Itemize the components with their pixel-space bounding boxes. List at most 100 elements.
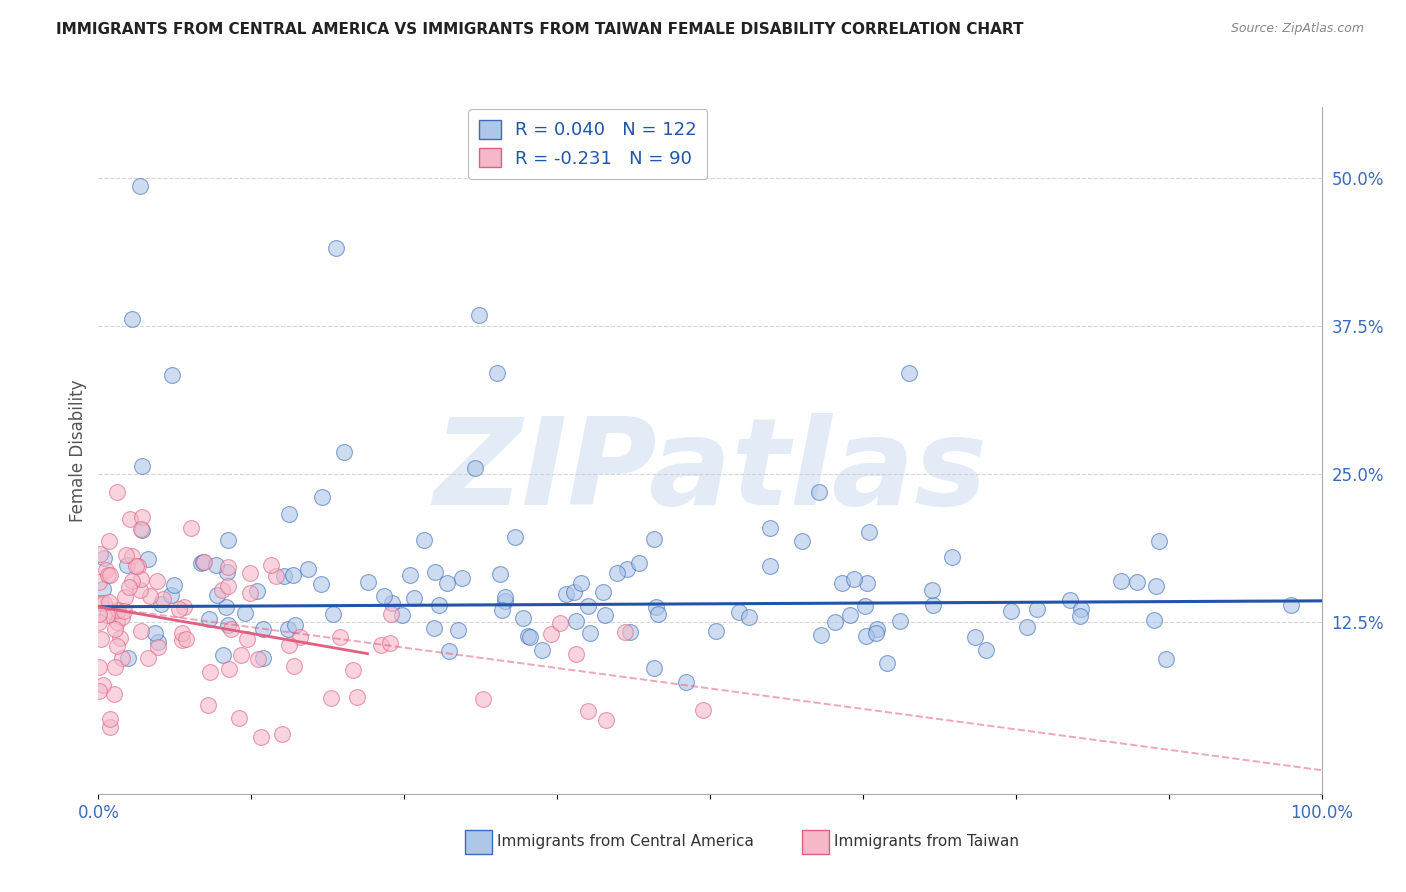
Point — [595, 713, 617, 727]
Point — [93, 596, 115, 610]
Point — [643, 661, 665, 675]
Point — [125, 559, 148, 574]
Point — [129, 573, 152, 587]
Point — [173, 600, 195, 615]
Point — [193, 555, 215, 569]
Point — [98, 720, 121, 734]
Point — [329, 630, 352, 644]
Point — [855, 576, 877, 591]
Point — [1017, 620, 1039, 634]
Point — [160, 588, 183, 602]
Point — [333, 445, 356, 459]
Point — [311, 490, 333, 504]
Point — [148, 635, 170, 649]
Point — [131, 509, 153, 524]
Point — [217, 579, 239, 593]
Point — [105, 615, 128, 629]
Point — [217, 618, 239, 632]
Point — [512, 611, 534, 625]
Point — [941, 550, 963, 565]
Point — [98, 712, 121, 726]
Point — [264, 569, 287, 583]
Point — [87, 607, 110, 621]
Point — [250, 730, 273, 744]
Point — [1279, 599, 1302, 613]
Point — [112, 604, 135, 618]
Point — [90, 596, 112, 610]
Point — [236, 632, 259, 646]
Point — [562, 585, 585, 599]
Point — [98, 533, 121, 548]
Point — [91, 678, 114, 692]
Point — [373, 589, 395, 603]
Point — [111, 650, 134, 665]
Point — [193, 555, 215, 569]
Point — [436, 576, 458, 591]
Point — [569, 576, 592, 591]
Point — [218, 662, 240, 676]
Point — [87, 660, 110, 674]
Point — [239, 566, 262, 580]
Point — [540, 627, 562, 641]
Point — [759, 521, 782, 535]
Point — [858, 525, 880, 540]
Point — [89, 615, 111, 630]
Point — [380, 596, 402, 610]
Point — [160, 368, 183, 382]
Point — [889, 614, 911, 628]
Point — [252, 650, 274, 665]
Point — [555, 587, 578, 601]
Point — [101, 605, 124, 619]
Y-axis label: Female Disability: Female Disability — [69, 379, 87, 522]
Point — [423, 565, 446, 579]
Point — [107, 602, 129, 616]
Point — [974, 642, 997, 657]
Point — [139, 589, 162, 603]
Point — [853, 599, 876, 614]
Point — [211, 583, 233, 598]
Point — [87, 574, 110, 589]
Point — [136, 650, 159, 665]
Point — [114, 590, 136, 604]
Point — [115, 558, 138, 572]
Point — [149, 597, 172, 611]
Point — [576, 704, 599, 718]
Point — [221, 622, 243, 636]
Point — [897, 366, 920, 380]
Point — [96, 563, 118, 577]
Text: IMMIGRANTS FROM CENTRAL AMERICA VS IMMIGRANTS FROM TAIWAN FEMALE DISABILITY CORR: IMMIGRANTS FROM CENTRAL AMERICA VS IMMIG… — [56, 22, 1024, 37]
Point — [146, 574, 169, 589]
Point — [297, 561, 319, 575]
Point — [104, 622, 127, 636]
Point — [214, 600, 236, 615]
Point — [246, 584, 269, 599]
Text: ZIPatlas: ZIPatlas — [433, 413, 987, 530]
Point — [163, 578, 186, 592]
Text: Immigrants from Central America: Immigrants from Central America — [498, 834, 754, 849]
Point — [464, 461, 486, 475]
Point — [616, 562, 638, 576]
Point — [530, 643, 553, 657]
Point — [831, 576, 853, 591]
Point — [146, 640, 169, 654]
Point — [423, 621, 446, 635]
Point — [103, 687, 125, 701]
Point — [273, 569, 295, 583]
Point — [447, 624, 470, 638]
Point — [838, 607, 860, 622]
Point — [319, 690, 342, 705]
Point — [91, 582, 114, 596]
Point — [675, 675, 697, 690]
Point — [239, 586, 262, 600]
Point — [842, 572, 865, 586]
Point — [143, 625, 166, 640]
Point — [97, 595, 120, 609]
Point — [578, 626, 600, 640]
Point — [606, 566, 628, 580]
Point — [118, 511, 141, 525]
Text: Source: ZipAtlas.com: Source: ZipAtlas.com — [1230, 22, 1364, 36]
Point — [167, 602, 190, 616]
Point — [128, 179, 150, 194]
Point — [270, 726, 292, 740]
Point — [190, 556, 212, 570]
